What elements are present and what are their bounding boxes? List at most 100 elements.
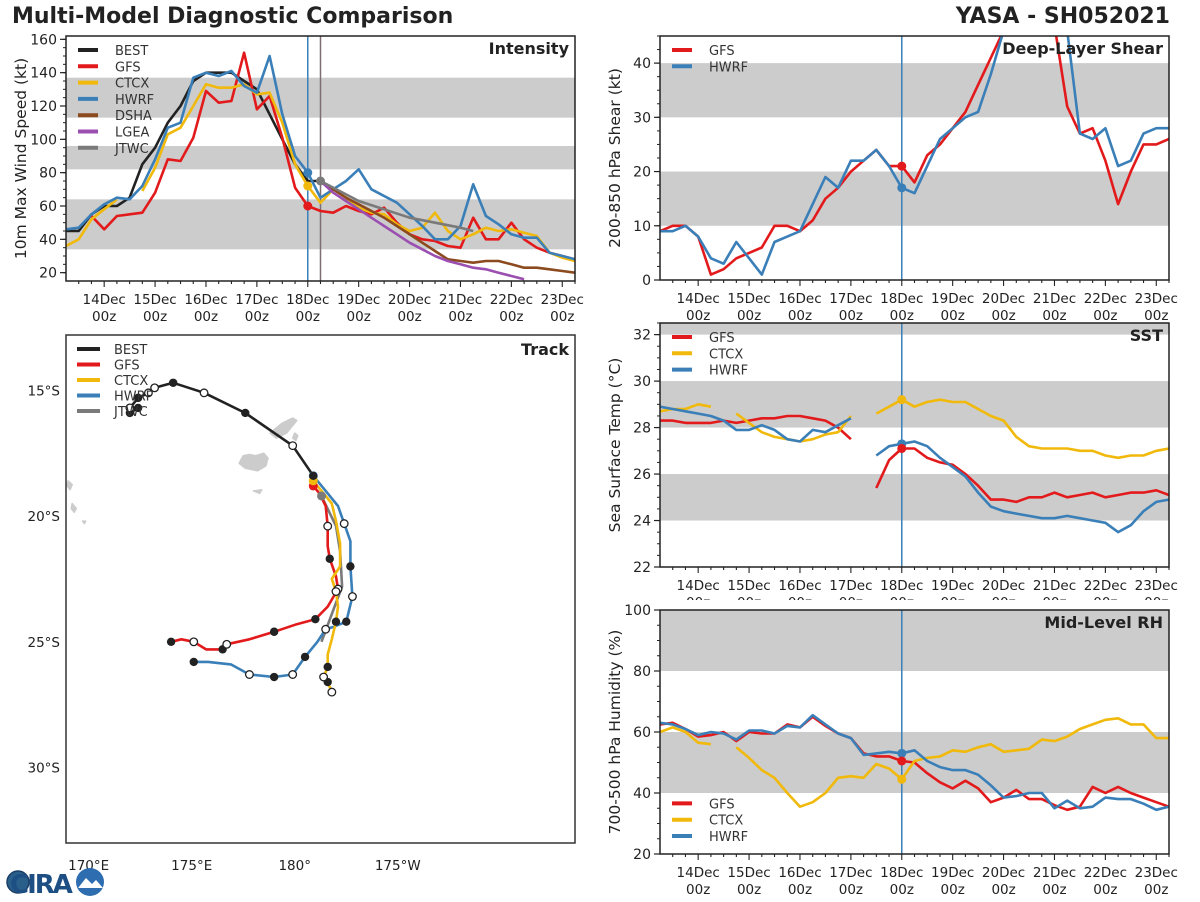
- track-marker-filled: [269, 627, 279, 636]
- x-tick-label-date: 16Dec: [184, 292, 227, 308]
- track-line-gfs: [170, 485, 340, 651]
- x-tick-label-hour: 00z: [686, 595, 710, 600]
- x-tick-label-hour: 00z: [941, 308, 965, 324]
- lon-label: 175°E: [171, 858, 212, 873]
- y-tick-label: 100: [30, 132, 57, 148]
- x-tick-label-hour: 00z: [92, 309, 116, 325]
- series-group: [660, 713, 1169, 812]
- x-tick-label-date: 17Dec: [235, 292, 278, 308]
- y-tick-label: 160: [30, 32, 57, 48]
- x-tick-label-date: 15Dec: [727, 291, 770, 307]
- x-tick-label-date: 18Dec: [880, 291, 923, 307]
- y-tick-label: 10: [633, 219, 651, 235]
- y-tick-label: 0: [642, 273, 651, 289]
- track-marker-filled: [189, 657, 198, 667]
- track-marker-open: [321, 624, 331, 634]
- threshold-band: [660, 610, 1169, 671]
- init-marker-hwrf: [897, 748, 907, 758]
- x-tick-label-date: 14Dec: [83, 292, 126, 308]
- x-tick-label-date: 14Dec: [677, 291, 720, 307]
- legend-label-dsha: DSHA: [115, 109, 152, 124]
- x-tick-label-date: 22Dec: [1084, 865, 1127, 881]
- x-tick-label-date: 14Dec: [677, 865, 720, 881]
- x-tick-label-hour: 00z: [839, 595, 863, 600]
- track-marker-open: [323, 521, 333, 531]
- land-vanuatu-s: [70, 502, 78, 514]
- x-tick-label-hour: 00z: [499, 309, 523, 325]
- x-tick-label-hour: 00z: [890, 308, 914, 324]
- x-tick-label-hour: 00z: [1042, 882, 1066, 898]
- x-tick-label-date: 23Dec: [1135, 291, 1178, 307]
- x-tick-label-hour: 00z: [941, 882, 965, 898]
- x-tick-label-hour: 00z: [941, 595, 965, 600]
- y-tick-label: 40: [39, 232, 57, 248]
- y-tick-label: 22: [633, 560, 651, 576]
- series-line-dsha: [319, 179, 575, 274]
- y-tick-label: 24: [633, 514, 651, 530]
- logo-text: CIRA: [10, 870, 73, 898]
- y-tick-label: 20: [39, 266, 57, 282]
- x-tick-label-hour: 00z: [1042, 595, 1066, 600]
- x-tick-label-date: 23Dec: [1135, 578, 1178, 594]
- y-tick-label: 60: [633, 725, 651, 741]
- sst-chart: 22242628303214Dec00z15Dec00z16Dec00z17De…: [606, 322, 1178, 600]
- init-marker-jtwc: [316, 176, 325, 186]
- y-tick-label: 80: [39, 166, 57, 182]
- init-marker-gfs: [303, 201, 313, 211]
- track-marker-open: [288, 441, 298, 451]
- track-line-jtwc: [320, 495, 344, 643]
- legend-label-gfs: GFS: [709, 44, 735, 59]
- y-tick-label: 120: [30, 99, 57, 115]
- x-tick-label-date: 20Dec: [982, 578, 1025, 594]
- track-marker-filled: [300, 652, 310, 662]
- panel-title: Deep-Layer Shear: [1002, 39, 1163, 58]
- x-tick-label-hour: 00z: [788, 595, 812, 600]
- x-tick-label-date: 19Dec: [931, 578, 974, 594]
- threshold-band: [660, 323, 1169, 335]
- lon-label: 170°E: [68, 858, 109, 873]
- x-tick-label-hour: 00z: [991, 308, 1015, 324]
- shear-chart: 01020304014Dec00z15Dec00z16Dec00z17Dec00…: [606, 35, 1178, 324]
- series-line-ctcx: [141, 83, 575, 263]
- intensity-chart: 2040608010012014016014Dec00z15Dec00z16De…: [12, 32, 584, 325]
- x-tick-label-date: 17Dec: [829, 291, 872, 307]
- lon-label: 180°: [278, 858, 311, 873]
- track-marker-filled: [342, 617, 351, 626]
- x-tick-label-date: 19Dec: [337, 292, 380, 308]
- series-line-hwrf: [875, 440, 1169, 534]
- series-group: [660, 395, 1169, 534]
- x-tick-label-hour: 00z: [397, 309, 421, 325]
- series-line-gfs: [90, 51, 575, 261]
- cira-logo: CIRA: [4, 866, 108, 900]
- track-marker-open: [288, 670, 298, 679]
- legend-label-gfs: GFS: [115, 60, 141, 75]
- x-tick-label-hour: 00z: [347, 309, 371, 325]
- track-marker-open: [347, 592, 357, 601]
- track-marker-open: [199, 388, 209, 398]
- y-tick-label: 140: [30, 66, 57, 82]
- x-tick-label-date: 14Dec: [677, 578, 720, 594]
- y-tick-label: 80: [633, 664, 651, 680]
- legend-label-hwrf: HWRF: [115, 93, 154, 108]
- x-tick-label-hour: 00z: [1093, 595, 1117, 600]
- globe-icon: [6, 870, 30, 894]
- series-line-ctcx: [660, 726, 712, 746]
- track-marker-filled: [166, 637, 176, 647]
- x-tick-label-date: 23Dec: [541, 292, 584, 308]
- legend-label-ctcx: CTCX: [115, 77, 149, 92]
- x-tick-label-date: 20Dec: [982, 291, 1025, 307]
- lat-label: 20°S: [28, 509, 61, 525]
- track-marker-filled: [241, 408, 250, 418]
- y-tick-label: 20: [633, 165, 651, 181]
- track-marker-filled: [269, 672, 279, 682]
- lat-label: 15°S: [28, 383, 61, 399]
- y-tick-label: 30: [633, 374, 651, 390]
- y-tick-label: 40: [633, 56, 651, 72]
- legend-label-jtwc: JTWC: [114, 142, 149, 157]
- threshold-band: [660, 63, 1169, 118]
- series-line-jtwc: [319, 179, 474, 233]
- legend-label-best: BEST: [114, 343, 147, 358]
- page-title: Multi-Model Diagnostic Comparison: [12, 4, 454, 29]
- legend-label-ctcx: CTCX: [709, 347, 743, 362]
- x-tick-label-date: 19Dec: [931, 865, 974, 881]
